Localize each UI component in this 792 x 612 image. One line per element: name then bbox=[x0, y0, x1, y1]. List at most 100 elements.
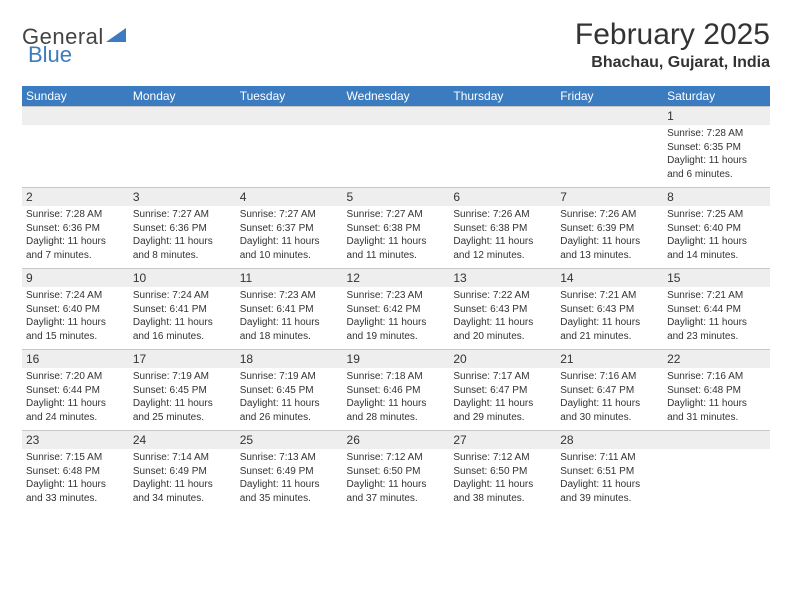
daylight2: and 24 minutes. bbox=[26, 411, 125, 425]
sunrise: Sunrise: 7:13 AM bbox=[240, 451, 339, 465]
sunset: Sunset: 6:43 PM bbox=[453, 303, 552, 317]
sunrise: Sunrise: 7:24 AM bbox=[26, 289, 125, 303]
daylight1: Daylight: 11 hours bbox=[347, 478, 446, 492]
sunrise: Sunrise: 7:16 AM bbox=[667, 370, 766, 384]
sunset: Sunset: 6:41 PM bbox=[133, 303, 232, 317]
week4-daynums: 16 17 18 19 20 21 22 bbox=[22, 350, 770, 369]
daylight2: and 28 minutes. bbox=[347, 411, 446, 425]
sunset: Sunset: 6:43 PM bbox=[560, 303, 659, 317]
sunset: Sunset: 6:44 PM bbox=[667, 303, 766, 317]
sunset: Sunset: 6:44 PM bbox=[26, 384, 125, 398]
daylight2: and 26 minutes. bbox=[240, 411, 339, 425]
day-number: 11 bbox=[236, 269, 343, 288]
sunrise: Sunrise: 7:15 AM bbox=[26, 451, 125, 465]
daylight1: Daylight: 11 hours bbox=[453, 397, 552, 411]
sunrise: Sunrise: 7:11 AM bbox=[560, 451, 659, 465]
day-cell bbox=[343, 125, 450, 188]
daylight1: Daylight: 11 hours bbox=[667, 154, 766, 168]
day-cell: Sunrise: 7:18 AMSunset: 6:46 PMDaylight:… bbox=[343, 368, 450, 431]
sunrise: Sunrise: 7:25 AM bbox=[667, 208, 766, 222]
daylight2: and 19 minutes. bbox=[347, 330, 446, 344]
daylight1: Daylight: 11 hours bbox=[26, 316, 125, 330]
month-title: February 2025 bbox=[575, 18, 770, 52]
daylight1: Daylight: 11 hours bbox=[240, 235, 339, 249]
day-cell bbox=[449, 125, 556, 188]
daylight2: and 6 minutes. bbox=[667, 168, 766, 182]
day-cell: Sunrise: 7:27 AMSunset: 6:38 PMDaylight:… bbox=[343, 206, 450, 269]
day-number: 8 bbox=[663, 188, 770, 207]
day-number: 4 bbox=[236, 188, 343, 207]
day-number bbox=[556, 107, 663, 126]
day-cell: Sunrise: 7:12 AMSunset: 6:50 PMDaylight:… bbox=[449, 449, 556, 511]
daylight1: Daylight: 11 hours bbox=[347, 397, 446, 411]
sunset: Sunset: 6:49 PM bbox=[133, 465, 232, 479]
day-number: 27 bbox=[449, 431, 556, 450]
day-cell: Sunrise: 7:16 AMSunset: 6:47 PMDaylight:… bbox=[556, 368, 663, 431]
sunrise: Sunrise: 7:23 AM bbox=[347, 289, 446, 303]
daylight2: and 38 minutes. bbox=[453, 492, 552, 506]
day-cell: Sunrise: 7:15 AMSunset: 6:48 PMDaylight:… bbox=[22, 449, 129, 511]
sunrise: Sunrise: 7:17 AM bbox=[453, 370, 552, 384]
week2-details: Sunrise: 7:28 AMSunset: 6:36 PMDaylight:… bbox=[22, 206, 770, 269]
daylight2: and 30 minutes. bbox=[560, 411, 659, 425]
day-number bbox=[343, 107, 450, 126]
sunset: Sunset: 6:42 PM bbox=[347, 303, 446, 317]
day-cell: Sunrise: 7:21 AMSunset: 6:44 PMDaylight:… bbox=[663, 287, 770, 350]
day-cell bbox=[129, 125, 236, 188]
day-number: 12 bbox=[343, 269, 450, 288]
sunrise: Sunrise: 7:12 AM bbox=[347, 451, 446, 465]
day-number bbox=[22, 107, 129, 126]
sunrise: Sunrise: 7:21 AM bbox=[667, 289, 766, 303]
sunset: Sunset: 6:35 PM bbox=[667, 141, 766, 155]
sunset: Sunset: 6:46 PM bbox=[347, 384, 446, 398]
day-cell bbox=[22, 125, 129, 188]
day-cell: Sunrise: 7:22 AMSunset: 6:43 PMDaylight:… bbox=[449, 287, 556, 350]
day-cell: Sunrise: 7:28 AMSunset: 6:36 PMDaylight:… bbox=[22, 206, 129, 269]
week1-details: Sunrise: 7:28 AM Sunset: 6:35 PM Dayligh… bbox=[22, 125, 770, 188]
daylight1: Daylight: 11 hours bbox=[667, 235, 766, 249]
col-saturday: Saturday bbox=[663, 86, 770, 107]
daylight1: Daylight: 11 hours bbox=[240, 397, 339, 411]
sunset: Sunset: 6:39 PM bbox=[560, 222, 659, 236]
daylight1: Daylight: 11 hours bbox=[26, 397, 125, 411]
daylight2: and 11 minutes. bbox=[347, 249, 446, 263]
daylight2: and 37 minutes. bbox=[347, 492, 446, 506]
day-number: 26 bbox=[343, 431, 450, 450]
col-friday: Friday bbox=[556, 86, 663, 107]
sunrise: Sunrise: 7:27 AM bbox=[347, 208, 446, 222]
sunrise: Sunrise: 7:12 AM bbox=[453, 451, 552, 465]
day-number: 5 bbox=[343, 188, 450, 207]
daylight2: and 20 minutes. bbox=[453, 330, 552, 344]
day-cell: Sunrise: 7:19 AMSunset: 6:45 PMDaylight:… bbox=[129, 368, 236, 431]
day-cell: Sunrise: 7:24 AMSunset: 6:41 PMDaylight:… bbox=[129, 287, 236, 350]
sunset: Sunset: 6:47 PM bbox=[453, 384, 552, 398]
daylight1: Daylight: 11 hours bbox=[133, 397, 232, 411]
col-thursday: Thursday bbox=[449, 86, 556, 107]
day-cell bbox=[236, 125, 343, 188]
day-number: 17 bbox=[129, 350, 236, 369]
sunrise: Sunrise: 7:14 AM bbox=[133, 451, 232, 465]
day-number: 23 bbox=[22, 431, 129, 450]
sunrise: Sunrise: 7:22 AM bbox=[453, 289, 552, 303]
day-cell: Sunrise: 7:27 AMSunset: 6:36 PMDaylight:… bbox=[129, 206, 236, 269]
day-cell: Sunrise: 7:23 AMSunset: 6:41 PMDaylight:… bbox=[236, 287, 343, 350]
sunrise: Sunrise: 7:19 AM bbox=[133, 370, 232, 384]
col-wednesday: Wednesday bbox=[343, 86, 450, 107]
logo-word2: Blue bbox=[28, 42, 72, 68]
daylight2: and 16 minutes. bbox=[133, 330, 232, 344]
sunset: Sunset: 6:45 PM bbox=[240, 384, 339, 398]
sunset: Sunset: 6:50 PM bbox=[453, 465, 552, 479]
daylight2: and 25 minutes. bbox=[133, 411, 232, 425]
day-number bbox=[663, 431, 770, 450]
sunrise: Sunrise: 7:21 AM bbox=[560, 289, 659, 303]
day-number: 14 bbox=[556, 269, 663, 288]
day-number: 21 bbox=[556, 350, 663, 369]
day-cell: Sunrise: 7:27 AMSunset: 6:37 PMDaylight:… bbox=[236, 206, 343, 269]
sunrise: Sunrise: 7:16 AM bbox=[560, 370, 659, 384]
col-tuesday: Tuesday bbox=[236, 86, 343, 107]
day-cell: Sunrise: 7:12 AMSunset: 6:50 PMDaylight:… bbox=[343, 449, 450, 511]
daylight2: and 8 minutes. bbox=[133, 249, 232, 263]
day-cell: Sunrise: 7:16 AMSunset: 6:48 PMDaylight:… bbox=[663, 368, 770, 431]
day-number: 18 bbox=[236, 350, 343, 369]
day-number: 16 bbox=[22, 350, 129, 369]
